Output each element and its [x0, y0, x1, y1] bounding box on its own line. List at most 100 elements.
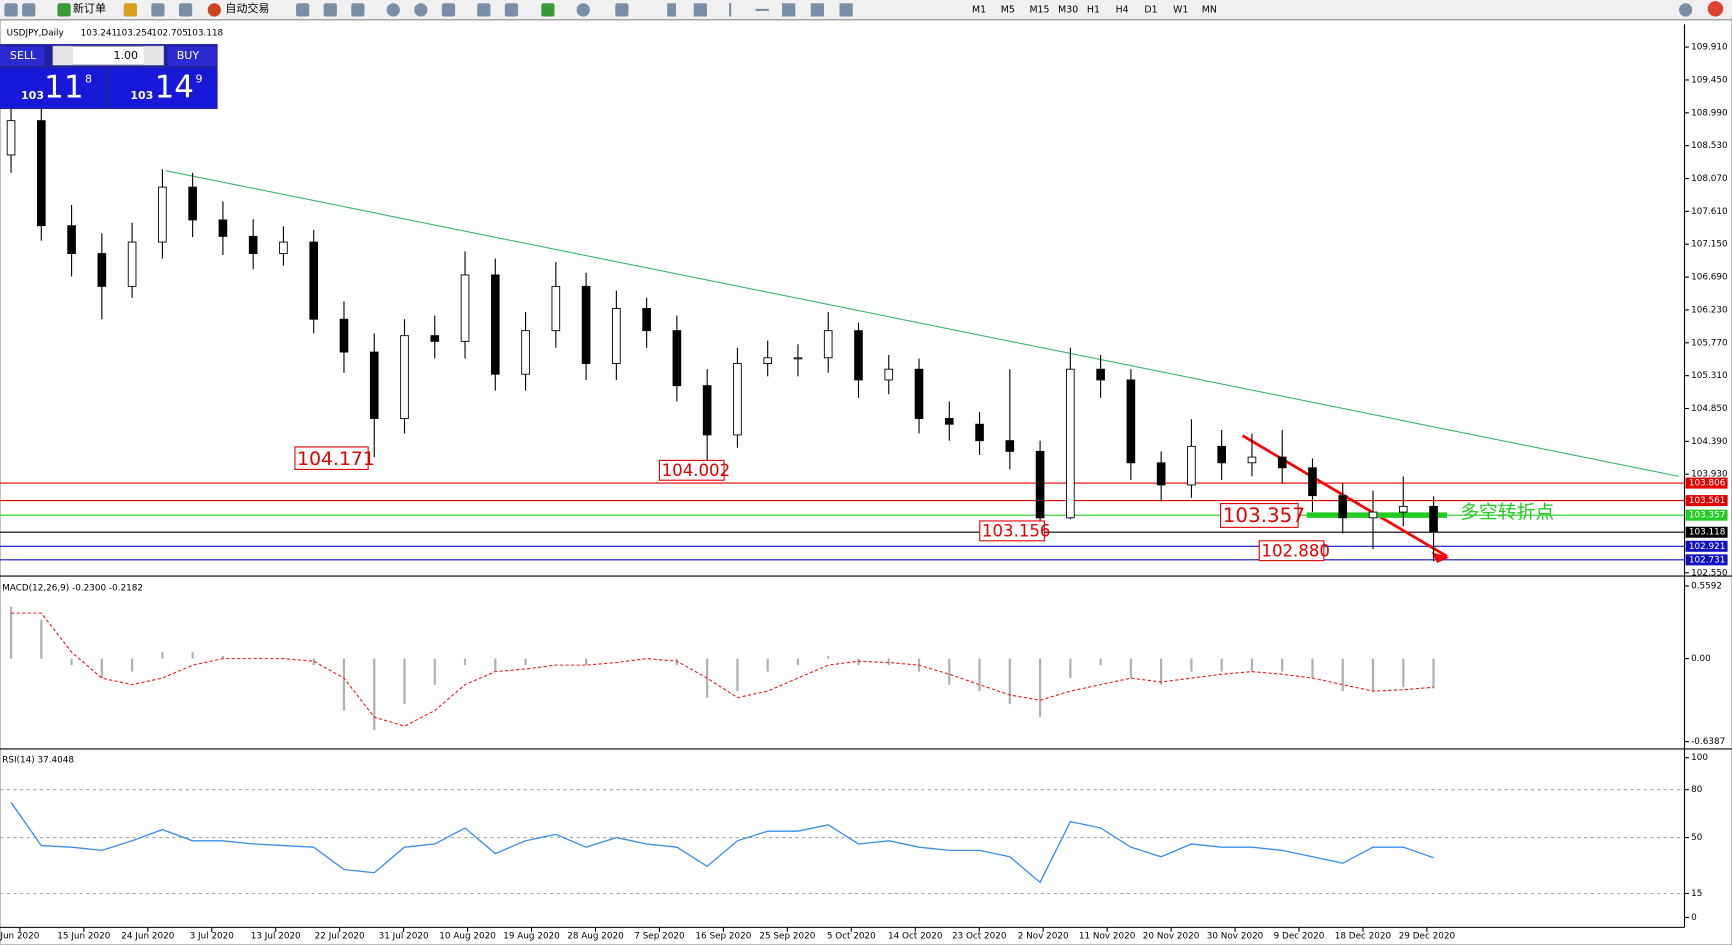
y-tick-label: 106.690 — [1691, 273, 1728, 283]
x-tick-label: Jun 2020 — [0, 932, 40, 942]
y-tick-label: 103.930 — [1691, 470, 1728, 480]
y-tick-label: 100 — [1691, 753, 1708, 763]
y-tick-label: 80 — [1691, 785, 1703, 795]
annotation-box — [1258, 540, 1325, 562]
timeframe[interactable]: D1 — [1144, 4, 1157, 15]
candle-body — [1247, 456, 1257, 464]
candle-body — [763, 357, 772, 364]
candle-body — [914, 368, 924, 419]
y-tick-label: 106.230 — [1691, 305, 1728, 315]
candle-body — [581, 285, 591, 364]
candle-body — [67, 225, 76, 254]
timeframes: M1 M5 M15 M30 H1 H4 D1 W1 MN — [972, 4, 1217, 15]
annotation-box — [658, 459, 725, 481]
candle-body — [400, 335, 409, 419]
candle-body — [6, 120, 16, 156]
candle-body — [733, 363, 742, 436]
x-tick-label: 29 Dec 2020 — [1399, 932, 1456, 942]
new-order[interactable]: 新订单 — [73, 1, 106, 15]
x-tick-label: 25 Sep 2020 — [759, 932, 815, 942]
x-tick-label: 10 Aug 2020 — [439, 932, 496, 942]
annotation: 103.156 — [982, 521, 1050, 540]
x-tick-label: 3 Jul 2020 — [190, 932, 235, 942]
candle-body — [1066, 368, 1075, 519]
candle-body — [490, 274, 500, 375]
ohlc-value: 102.705 — [151, 29, 188, 39]
timeframe[interactable]: W1 — [1173, 4, 1188, 15]
level-label: 103.118 — [1689, 528, 1726, 538]
candle-body — [551, 285, 561, 332]
x-tick-label: 24 Jun 2020 — [121, 932, 174, 942]
candle-body — [1156, 462, 1166, 486]
y-tick-label: 0.5592 — [1691, 581, 1722, 591]
y-tick-label: 105.770 — [1691, 338, 1728, 348]
candle-body — [975, 423, 984, 442]
auto-trade[interactable]: 自动交易 — [225, 1, 269, 15]
buy-label: BUY — [177, 49, 200, 62]
trade-panel: SELL 1.00 BUY 103 11 8 103 14 9 — [0, 44, 218, 110]
annotation: 104.002 — [662, 461, 730, 480]
annotation: 104.171 — [297, 449, 375, 470]
candle-body — [854, 330, 863, 381]
annotation-box — [294, 446, 369, 470]
candle-body — [702, 385, 712, 436]
y-tick-label: 105.310 — [1691, 371, 1728, 381]
timeframe[interactable]: H4 — [1116, 4, 1129, 15]
timeframe[interactable]: M30 — [1058, 4, 1078, 15]
y-tick-label: 15 — [1691, 889, 1702, 899]
sell-button[interactable] — [0, 46, 45, 67]
x-tick-label: 23 Oct 2020 — [952, 932, 1007, 942]
candle-body — [37, 120, 46, 227]
timeframe[interactable]: MN — [1202, 4, 1217, 15]
x-tick-label: 28 Aug 2020 — [567, 932, 624, 942]
candle-body — [642, 308, 651, 332]
y-tick-label: -0.6387 — [1691, 737, 1725, 747]
ohlc-value: 103.254 — [116, 29, 153, 39]
candle-body — [97, 253, 107, 287]
timeframe[interactable]: M1 — [972, 4, 986, 15]
y-tick-label: 104.850 — [1691, 404, 1728, 414]
level-box — [1685, 540, 1728, 552]
x-tick-label: 7 Sep 2020 — [634, 932, 685, 942]
x-tick-label: 14 Oct 2020 — [888, 932, 943, 942]
timeframe[interactable]: M5 — [1001, 4, 1015, 15]
x-tick-label: 16 Sep 2020 — [695, 932, 751, 942]
candle-body — [127, 241, 137, 287]
candle-body — [188, 186, 197, 221]
candle-body — [944, 418, 954, 425]
candle-body — [793, 357, 803, 360]
ohlc-value: 103.241 — [81, 29, 118, 39]
sell-big: 103 — [21, 89, 44, 102]
timeframe[interactable]: H1 — [1087, 4, 1100, 15]
x-tick-label: 22 Jul 2020 — [315, 932, 365, 942]
x-tick-label: 18 Dec 2020 — [1335, 932, 1392, 942]
y-tick-label: 108.990 — [1691, 108, 1728, 118]
candle-body — [823, 330, 833, 359]
candle-body — [218, 219, 228, 237]
timeframe[interactable]: M15 — [1029, 4, 1049, 15]
annotation: 103.357 — [1223, 504, 1305, 527]
y-tick-label: 109.450 — [1691, 75, 1728, 85]
level-label: 103.357 — [1689, 511, 1726, 521]
candle-body — [1277, 456, 1287, 469]
candle-body — [1308, 467, 1317, 497]
candle-body — [248, 235, 258, 254]
ohlc-value: 103.118 — [187, 29, 224, 39]
candle-body — [1338, 495, 1348, 519]
candle-body — [612, 308, 621, 364]
chart-title: USDJPY,Daily — [7, 29, 64, 39]
candle-body — [158, 186, 167, 243]
x-tick-label: 13 Jul 2020 — [251, 932, 301, 942]
y-tick-label: 104.390 — [1691, 437, 1728, 447]
annotation: 102.880 — [1261, 541, 1329, 560]
x-tick-label: 5 Oct 2020 — [827, 932, 876, 942]
level-box — [1685, 554, 1728, 566]
y-tick-label: 102.550 — [1691, 568, 1728, 578]
plot: 109.910 109.450 108.990 108.530 108.070 107.6… — [0, 43, 1728, 942]
note: 多空转折点 — [1460, 501, 1554, 523]
y-tick-label: 107.610 — [1691, 207, 1728, 217]
y-tick-label: 0.00 — [1691, 654, 1711, 664]
buy-button[interactable] — [167, 46, 217, 67]
